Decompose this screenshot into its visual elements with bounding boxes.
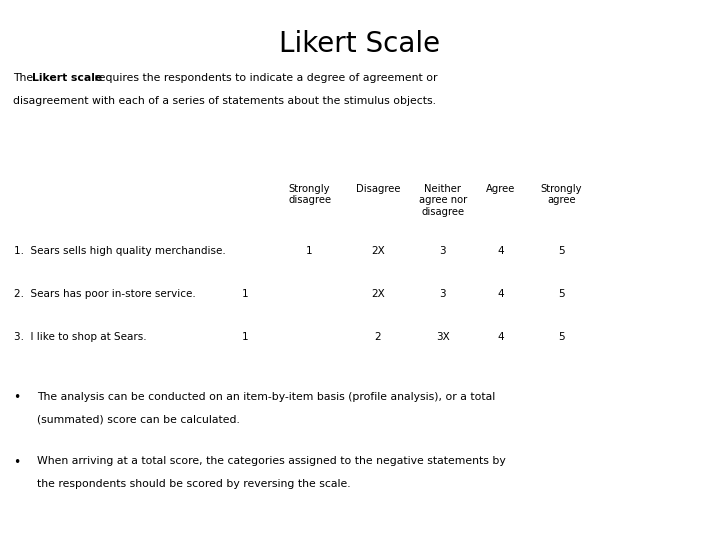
Text: Likert Scale: Likert Scale: [279, 30, 441, 58]
Text: the respondents should be scored by reversing the scale.: the respondents should be scored by reve…: [37, 479, 351, 489]
Text: 5: 5: [558, 289, 565, 299]
Text: 3X: 3X: [436, 333, 450, 342]
Text: Strongly
agree: Strongly agree: [541, 184, 582, 205]
Text: 3: 3: [439, 289, 446, 299]
Text: 2.  Sears has poor in-store service.: 2. Sears has poor in-store service.: [14, 289, 196, 299]
Text: disagreement with each of a series of statements about the stimulus objects.: disagreement with each of a series of st…: [13, 96, 436, 106]
Text: Agree: Agree: [486, 184, 515, 194]
Text: 3: 3: [439, 246, 446, 256]
Text: 4: 4: [497, 246, 504, 256]
Text: 3.  I like to shop at Sears.: 3. I like to shop at Sears.: [14, 333, 147, 342]
Text: Likert scale: Likert scale: [32, 73, 103, 83]
Text: 2X: 2X: [371, 289, 385, 299]
Text: The analysis can be conducted on an item-by-item basis (profile analysis), or a : The analysis can be conducted on an item…: [37, 392, 495, 402]
Text: 4: 4: [497, 289, 504, 299]
Text: When arriving at a total score, the categories assigned to the negative statemen: When arriving at a total score, the cate…: [37, 456, 506, 467]
Text: The: The: [13, 73, 37, 83]
Text: Disagree: Disagree: [356, 184, 400, 194]
Text: •: •: [13, 456, 20, 469]
Text: requires the respondents to indicate a degree of agreement or: requires the respondents to indicate a d…: [91, 73, 438, 83]
Text: 1: 1: [306, 246, 313, 256]
Text: Neither
agree nor
disagree: Neither agree nor disagree: [418, 184, 467, 217]
Text: •: •: [13, 392, 20, 404]
Text: 4: 4: [497, 333, 504, 342]
Text: Strongly
disagree: Strongly disagree: [288, 184, 331, 205]
Text: 1: 1: [241, 289, 248, 299]
Text: 2X: 2X: [371, 246, 385, 256]
Text: 5: 5: [558, 333, 565, 342]
Text: 1.  Sears sells high quality merchandise.: 1. Sears sells high quality merchandise.: [14, 246, 226, 256]
Text: 1: 1: [241, 333, 248, 342]
Text: 2: 2: [374, 333, 382, 342]
Text: (summated) score can be calculated.: (summated) score can be calculated.: [37, 414, 240, 424]
Text: 5: 5: [558, 246, 565, 256]
